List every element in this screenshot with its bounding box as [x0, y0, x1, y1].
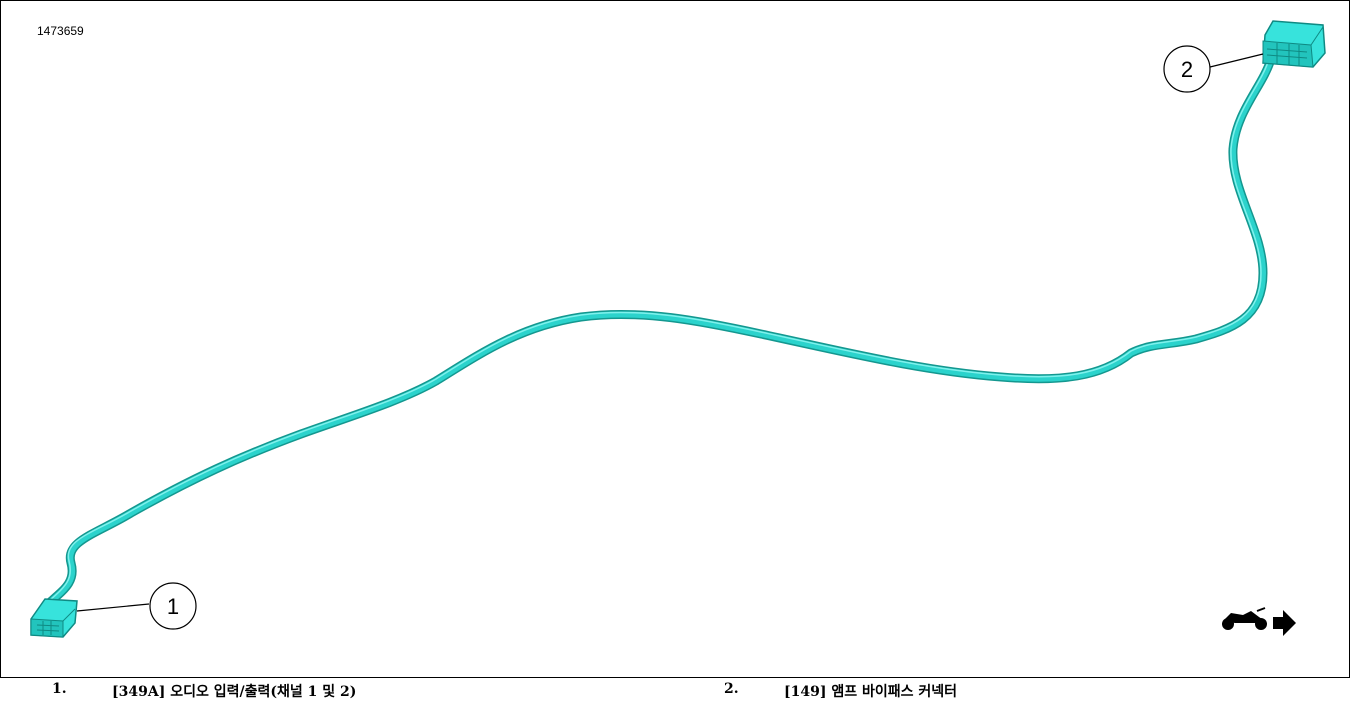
legend-item-2-text: [149] 앰프 바이패스 커넥터: [784, 684, 958, 700]
connector-349a: [30, 598, 78, 638]
harness-cable-sheen: [48, 58, 1270, 602]
connector-149: [1262, 20, 1326, 68]
legend-item-1-text: [349A] 오디오 입력/출력(채널 1 및 2): [112, 684, 357, 700]
harness-cable: [46, 56, 1274, 606]
harness-cable-shadow: [44, 54, 1276, 608]
figure-id: 1473659: [37, 24, 84, 38]
callout-2: 2: [1163, 45, 1264, 93]
callout-1-number: 1: [167, 594, 179, 619]
callout-1: 1: [76, 582, 197, 630]
harness-illustration: 1 2: [30, 20, 1326, 638]
legend: 1. [349A] 오디오 입력/출력(채널 1 및 2) 2. [149] 앰…: [0, 678, 1350, 703]
legend-item-1-number: 1.: [52, 681, 67, 697]
motorcycle-forward-icon: [1222, 607, 1296, 636]
diagram-frame: 1473659: [0, 0, 1350, 678]
legend-item-2-number: 2.: [724, 681, 739, 697]
callout-2-number: 2: [1181, 57, 1193, 82]
